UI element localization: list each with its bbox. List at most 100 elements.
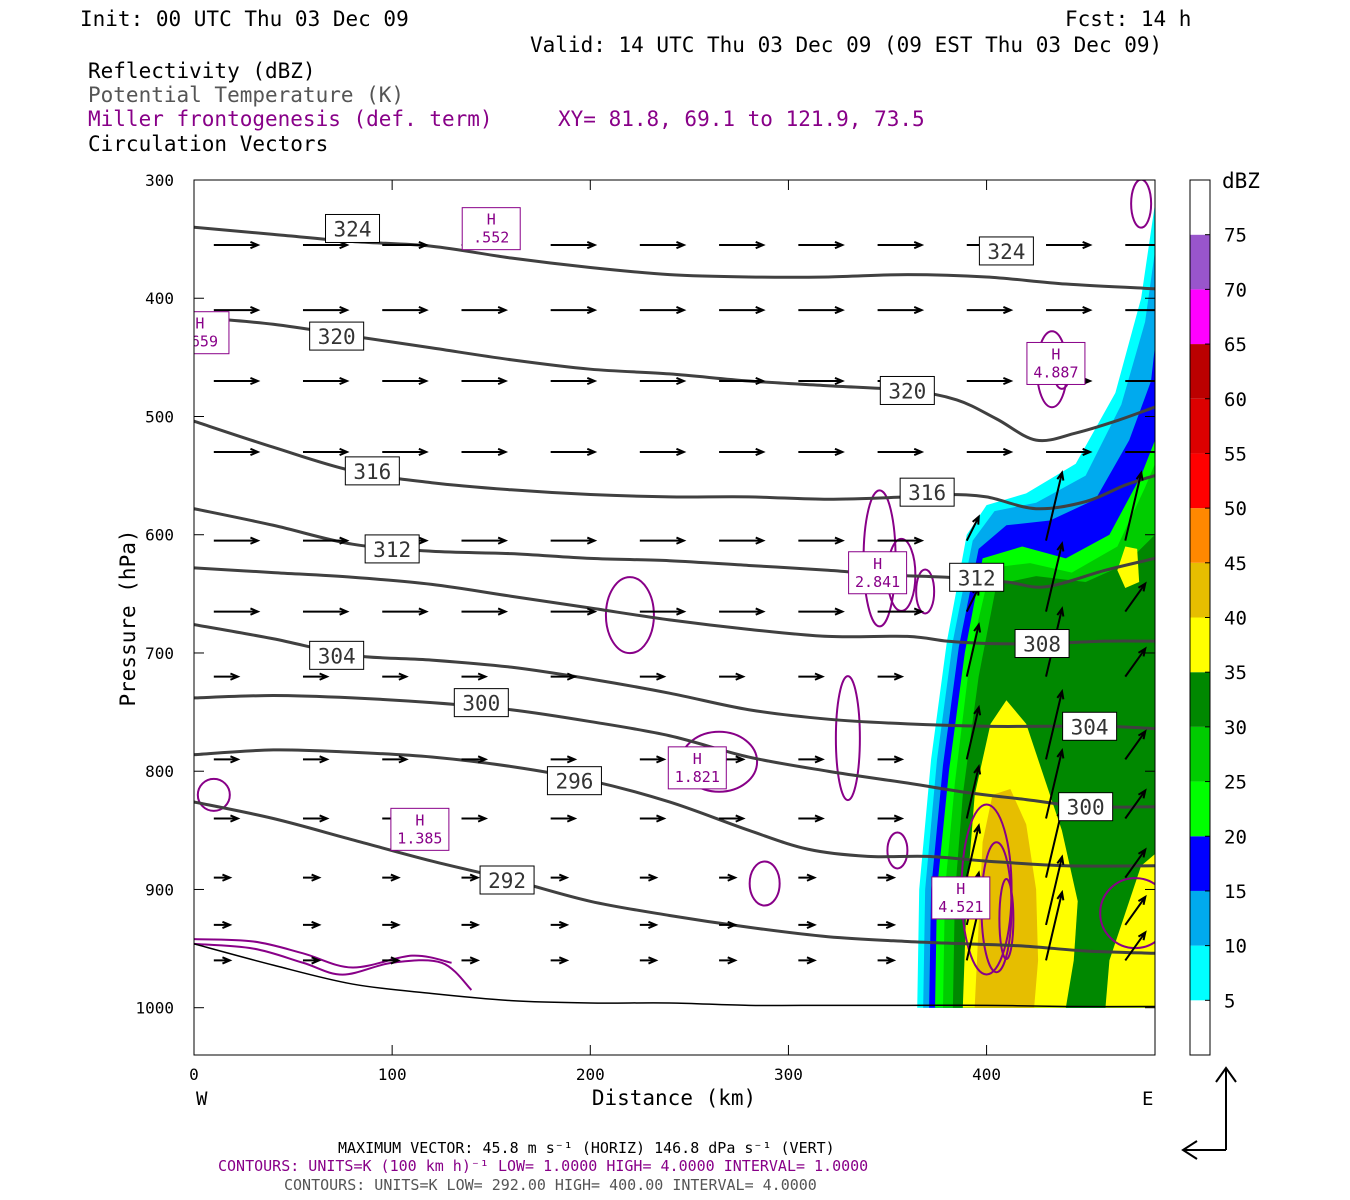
vector-arrow	[461, 755, 489, 764]
y-axis: 300 400 500 600 700 800 900 1000	[135, 171, 1155, 1018]
y-tick-label: 500	[145, 407, 174, 426]
svg-text:H: H	[956, 880, 965, 898]
vector-arrow	[550, 873, 570, 882]
vector-arrow	[461, 814, 489, 823]
vector-arrow	[965, 514, 980, 542]
svg-text:304: 304	[318, 644, 356, 668]
colorbar-segment	[1190, 672, 1210, 727]
vector-arrow	[550, 306, 598, 315]
x-tick-label: 100	[378, 1065, 407, 1084]
vector-arrow	[877, 536, 925, 545]
fronto-max-label: H4.887	[1026, 341, 1086, 385]
theta-label-316: 316	[344, 456, 400, 486]
vector-arrow	[213, 956, 233, 965]
svg-text:300: 300	[462, 692, 500, 716]
vector-arrow	[302, 376, 350, 386]
vector-arrow	[213, 755, 241, 764]
vector-arrow	[877, 755, 905, 764]
vector-arrow	[639, 240, 687, 250]
vector-arrow	[382, 240, 429, 250]
theta-label-316: 316	[899, 477, 955, 507]
vector-arrow	[639, 447, 687, 456]
vector-arrow	[461, 672, 489, 681]
theta-label-300: 300	[453, 688, 509, 718]
reference-vector	[1181, 1066, 1237, 1160]
vector-arrow	[1124, 894, 1147, 926]
vector-arrow	[461, 956, 481, 965]
vector-arrow	[719, 306, 766, 315]
vector-arrow	[798, 306, 845, 315]
svg-text:.552: .552	[473, 229, 509, 247]
svg-text:312: 312	[958, 566, 996, 590]
colorbar-label: 70	[1224, 279, 1247, 301]
reflectivity-region-7	[974, 788, 1039, 1008]
vector-arrow	[798, 814, 825, 823]
vector-arrow	[639, 672, 667, 681]
colorbar-segment	[1190, 234, 1210, 290]
vector-arrow	[382, 755, 409, 764]
east-label: E	[1142, 1088, 1153, 1110]
colorbar-label: 75	[1224, 225, 1247, 247]
vector-arrow	[719, 536, 766, 545]
svg-text:316: 316	[908, 481, 946, 505]
theta-contour-terrain	[194, 943, 1155, 1008]
vector-arrow	[719, 376, 766, 386]
colorbar-segment	[1190, 180, 1210, 235]
theta-label-296: 296	[546, 766, 602, 796]
reflectivity-region-9	[1117, 546, 1140, 588]
y-tick-label: 300	[145, 171, 174, 190]
colorbar-label: 60	[1224, 389, 1247, 411]
vector-arrow	[719, 920, 738, 929]
colorbar-segment	[1190, 453, 1210, 509]
svg-text:324: 324	[334, 217, 372, 241]
vector-arrow	[213, 376, 261, 386]
vector-arrow	[1045, 470, 1065, 541]
vector-arrow	[877, 306, 925, 315]
colorbar-label: 10	[1224, 936, 1247, 958]
max-vector-info: MAXIMUM VECTOR: 45.8 m s⁻¹ (HORIZ) 146.8…	[338, 1139, 835, 1157]
vector-arrow	[302, 672, 330, 681]
vector-arrow	[719, 956, 738, 965]
svg-text:1.385: 1.385	[397, 829, 442, 847]
x-tick-label: 200	[576, 1065, 605, 1084]
forecast-hour: Fcst: 14 h	[1065, 7, 1191, 31]
vector-arrow	[213, 814, 241, 823]
vector-arrow	[550, 755, 578, 764]
colorbar-segment	[1190, 890, 1210, 946]
vector-arrow	[382, 376, 429, 386]
colorbar-label: 5	[1224, 990, 1235, 1012]
vector-arrow	[302, 755, 330, 764]
fronto-contour-16	[1130, 180, 1153, 229]
vector-arrow	[877, 956, 897, 965]
vector-arrow	[719, 672, 746, 681]
vector-arrow	[213, 240, 261, 250]
y-tick-label: 900	[145, 880, 174, 899]
theta-contour-300	[194, 694, 1155, 809]
contour-labels: 324 324 320 320 316 316 312 312 308 304 304 300 300 2…	[194, 207, 1118, 920]
colorbar-label: 55	[1224, 443, 1247, 465]
fronto-contour-3	[834, 675, 861, 802]
fronto-contour-14	[998, 878, 1015, 961]
vector-arrow	[382, 920, 401, 929]
y-tick-label: 1000	[135, 999, 174, 1018]
vector-arrow	[1045, 748, 1065, 819]
valid-time: Valid: 14 UTC Thu 03 Dec 09 (09 EST Thu …	[530, 33, 1162, 57]
vector-arrow	[798, 956, 817, 965]
vector-arrow	[798, 755, 825, 764]
svg-text:H: H	[487, 211, 496, 229]
vector-arrow	[461, 920, 481, 929]
svg-text:300: 300	[1067, 796, 1105, 820]
vector-arrow	[966, 376, 1014, 386]
vector-arrow	[798, 920, 817, 929]
svg-text:H: H	[195, 315, 204, 333]
fronto-contour-8	[748, 860, 781, 907]
vector-arrow	[877, 920, 897, 929]
vector-arrow	[1045, 688, 1065, 760]
vector-arrow	[382, 956, 401, 965]
vector-arrow	[213, 306, 261, 315]
vector-arrow	[1125, 244, 1155, 247]
y-tick-label: 700	[145, 644, 174, 663]
vector-arrow	[877, 607, 925, 616]
fronto-max-label: H1.385	[390, 807, 450, 851]
colorbar-segment	[1190, 945, 1210, 1001]
